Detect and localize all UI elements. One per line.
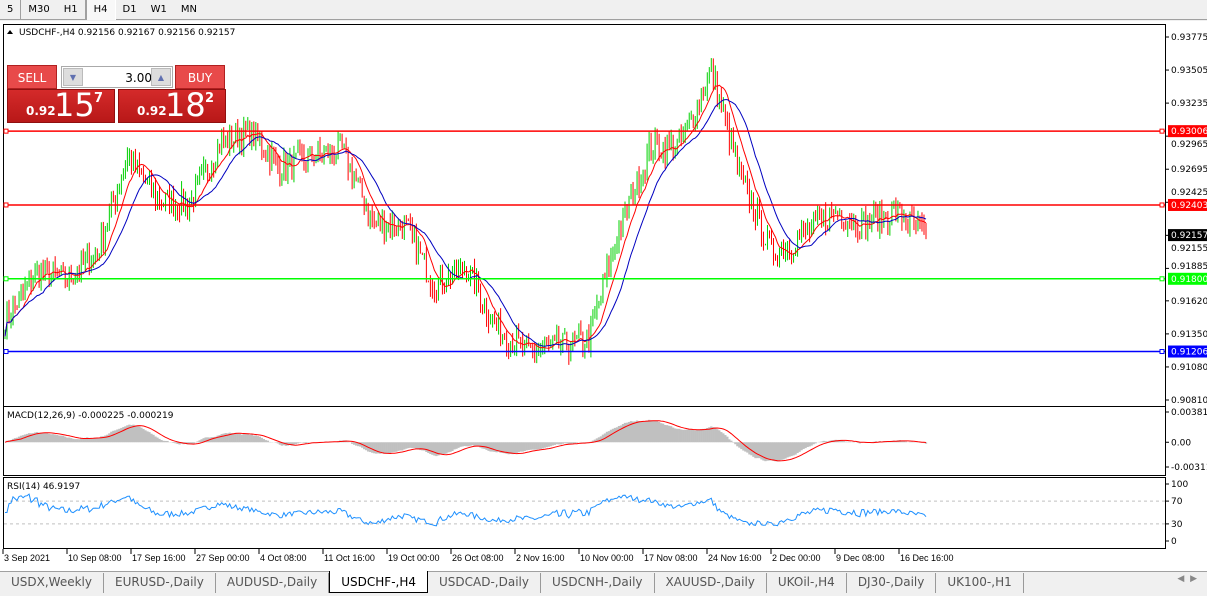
line-handle: [1159, 202, 1165, 208]
current-price-bg: [1168, 229, 1207, 242]
rsi-tick-label: 0: [1171, 537, 1177, 547]
lot-size-input[interactable]: [84, 69, 152, 86]
rsi-tick-label: 30: [1171, 520, 1183, 530]
rsi-label: RSI(14) 46.9197: [7, 482, 80, 492]
price-tick-label: 0.91620: [1171, 297, 1207, 307]
moving-average-slow: [4, 99, 927, 347]
line-handle: [3, 202, 9, 208]
time-tick-label: 4 Oct 08:00: [260, 553, 307, 563]
macd-signal-line: [4, 420, 927, 462]
chart-tab[interactable]: USDCAD-,Daily: [428, 573, 541, 593]
price-tick-label: 0.91885: [1171, 262, 1207, 272]
time-tick-label: 2 Nov 16:00: [516, 553, 565, 563]
chart-tabs: USDX,Weekly EURUSD-,Daily AUDUSD-,Daily USD…: [0, 571, 1207, 593]
hline-price-label: 0.91800: [1171, 275, 1207, 285]
chart-canvas[interactable]: 0.93775 0.93505 0.93235 0.92965 0.92695 0.924…: [0, 21, 1207, 571]
rsi-line: [5, 493, 927, 527]
toolbar-separator: [84, 0, 86, 20]
timeframe-mn[interactable]: MN: [180, 4, 197, 15]
hline-price-label: 0.92403: [1171, 201, 1207, 211]
timeframe-h4[interactable]: H4: [85, 0, 116, 20]
macd-pane: [3, 406, 1166, 476]
sell-button[interactable]: SELL: [7, 65, 57, 89]
buy-price[interactable]: 0.92 18 2: [118, 86, 226, 124]
line-handle: [3, 276, 9, 282]
hline-price-label: 0.91206: [1171, 348, 1207, 358]
price-label-bg: [1168, 198, 1207, 211]
timeframe-m30[interactable]: M30: [28, 4, 50, 15]
time-tick-label: 27 Sep 00:00: [196, 553, 250, 563]
macd-tick-label: 0.003811: [1171, 408, 1207, 418]
price-tick-label: 0.92965: [1171, 140, 1207, 150]
hline-price-label: 0.93006: [1171, 127, 1207, 137]
buy-button[interactable]: BUY: [175, 65, 225, 89]
chart-tab[interactable]: XAUUSD-,Daily: [655, 573, 767, 593]
moving-average-fast: [4, 84, 927, 349]
price-tick-label: 0.91350: [1171, 330, 1207, 340]
collapse-icon: [7, 30, 13, 34]
time-tick-label: 17 Nov 08:00: [644, 553, 698, 563]
timeframe-toolbar: 5 M30 H1 H4 D1 W1 MN: [0, 0, 1207, 20]
price-tick-label: 0.92425: [1171, 188, 1207, 198]
chart-tab[interactable]: UK100-,H1: [936, 573, 1024, 593]
price-tick-label: 0.90810: [1171, 396, 1207, 406]
time-tick-label: 10 Sep 08:00: [68, 553, 122, 563]
chart-tab[interactable]: UKOil-,H4: [767, 573, 847, 593]
chart-tab[interactable]: AUDUSD-,Daily: [216, 573, 330, 593]
arrow-right-icon[interactable]: ▶: [1190, 574, 1197, 584]
price-tick-label: 0.93505: [1171, 66, 1207, 76]
price-tick-label: 0.92155: [1171, 244, 1207, 254]
lot-size-stepper[interactable]: ▼ ▲: [61, 66, 173, 88]
time-tick-label: 16 Dec 16:00: [900, 553, 954, 563]
decrease-lot-button[interactable]: ▼: [63, 68, 83, 86]
current-price-label: 0.92157: [1171, 231, 1207, 241]
macd-label: MACD(12,26,9) -0.000225 -0.000219: [7, 411, 174, 421]
chart-tab[interactable]: USDCHF-,H4: [329, 571, 428, 593]
tab-scroll[interactable]: ◀ ▶: [1177, 574, 1197, 584]
price-tick-label: 0.92695: [1171, 165, 1207, 175]
line-handle: [3, 349, 9, 355]
timeframe-5[interactable]: 5: [7, 4, 14, 15]
price-label-bg: [1168, 272, 1207, 285]
increase-lot-button[interactable]: ▲: [151, 68, 171, 86]
time-tick-label: 17 Sep 16:00: [132, 553, 186, 563]
macd-tick-label: 0.00: [1171, 438, 1191, 448]
time-tick-label: 24 Nov 16:00: [708, 553, 762, 563]
arrow-left-icon[interactable]: ◀: [1177, 574, 1185, 584]
rsi-tick-label: 100: [1171, 480, 1188, 490]
chart-tab[interactable]: USDCNH-,Daily: [541, 573, 655, 593]
price-label-bg: [1168, 125, 1207, 138]
time-tick-label: 3 Sep 2021: [4, 553, 50, 563]
macd-tick-label: -0.003115: [1171, 463, 1207, 473]
chart-tab[interactable]: DJ30-,Daily: [847, 573, 937, 593]
time-tick-label: 26 Oct 08:00: [452, 553, 504, 563]
line-handle: [1159, 276, 1165, 282]
toolbar-separator: [20, 0, 22, 20]
time-tick-label: 2 Dec 00:00: [772, 553, 821, 563]
chart-tab[interactable]: EURUSD-,Daily: [104, 573, 216, 593]
rsi-pane: [3, 477, 1166, 549]
line-handle: [3, 128, 9, 134]
rsi-tick-label: 70: [1171, 497, 1183, 507]
chart-window[interactable]: 0.93775 0.93505 0.93235 0.92965 0.92695 0.924…: [0, 21, 1207, 571]
time-tick-label: 11 Oct 16:00: [324, 553, 375, 563]
chart-title: USDCHF-,H4 0.92156 0.92167 0.92156 0.921…: [19, 28, 235, 38]
price-tick-label: 0.93775: [1171, 33, 1207, 43]
timeframe-w1[interactable]: W1: [150, 4, 167, 15]
timeframe-d1[interactable]: D1: [122, 4, 137, 15]
timeframe-h1[interactable]: H1: [63, 4, 78, 15]
chart-tab[interactable]: USDX,Weekly: [0, 573, 104, 593]
price-label-bg: [1168, 345, 1207, 358]
time-tick-label: 10 Nov 00:00: [580, 553, 634, 563]
time-tick-label: 9 Dec 08:00: [836, 553, 885, 563]
price-tick-label: 0.93235: [1171, 99, 1207, 109]
sell-price[interactable]: 0.92 15 7: [7, 86, 115, 124]
line-handle: [1159, 349, 1165, 355]
price-tick-label: 0.91080: [1171, 363, 1207, 373]
time-tick-label: 19 Oct 00:00: [388, 553, 440, 563]
line-handle: [1159, 128, 1165, 134]
